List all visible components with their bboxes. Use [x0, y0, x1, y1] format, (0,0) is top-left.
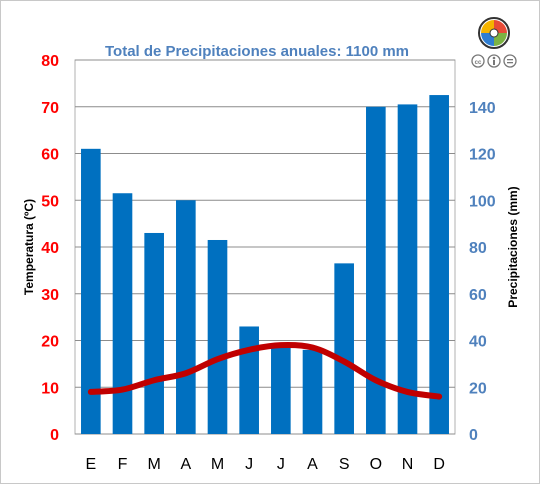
- month-label: S: [339, 456, 350, 473]
- right-tick-label: 60: [469, 287, 487, 304]
- left-tick-label: 20: [41, 334, 59, 351]
- precipitation-bar: [176, 200, 196, 434]
- precipitation-bar: [397, 104, 418, 434]
- month-label: A: [307, 456, 318, 473]
- right-tick-label: 20: [469, 380, 487, 397]
- left-axis-ticks: 0 10 20 30 40 50 60 70 80: [41, 53, 59, 444]
- left-tick-label: 40: [41, 240, 59, 257]
- precipitation-bar: [302, 349, 323, 434]
- month-label: J: [277, 456, 285, 473]
- precipitation-bar: [144, 232, 164, 434]
- left-tick-label: 0: [50, 427, 59, 444]
- month-label: A: [180, 456, 191, 473]
- right-axis-title: Precipitaciones (mm): [506, 186, 520, 307]
- right-tick-label: 40: [469, 334, 487, 351]
- right-axis-ticks: 0 20 40 60 80 100 120 140: [469, 100, 496, 444]
- right-tick-label: 0: [469, 427, 478, 444]
- precipitation-bars: [81, 95, 449, 434]
- left-axis-title: Temperatura (ºC): [22, 199, 36, 295]
- creative-commons-by-nd-icon: cc: [471, 54, 517, 68]
- month-label: M: [148, 456, 161, 473]
- month-label: J: [245, 456, 253, 473]
- precipitation-bar: [112, 193, 133, 434]
- precipitation-bar: [271, 347, 291, 434]
- month-label: F: [118, 456, 128, 473]
- left-tick-label: 50: [41, 193, 59, 210]
- gridlines: [75, 59, 455, 435]
- month-label: N: [402, 456, 414, 473]
- month-label: M: [211, 456, 224, 473]
- precipitation-bar: [239, 326, 259, 434]
- precipitation-bar: [81, 148, 101, 434]
- left-tick-label: 70: [41, 100, 59, 117]
- puzzle-logo-icon: [478, 17, 510, 49]
- precipitation-bar: [366, 106, 386, 434]
- left-tick-label: 60: [41, 147, 59, 164]
- right-tick-label: 120: [469, 147, 496, 164]
- svg-text:cc: cc: [475, 60, 482, 66]
- right-tick-label: 100: [469, 193, 496, 210]
- left-tick-label: 80: [41, 53, 59, 70]
- right-tick-label: 80: [469, 240, 487, 257]
- month-label: D: [433, 456, 445, 473]
- left-tick-label: 10: [41, 380, 59, 397]
- left-tick-label: 30: [41, 287, 59, 304]
- precipitation-bar: [207, 239, 228, 434]
- chart-title: Total de Precipitaciones anuales: 1100 m…: [105, 43, 409, 60]
- month-label: O: [370, 456, 382, 473]
- precipitation-bar: [429, 95, 449, 434]
- month-label: E: [85, 456, 96, 473]
- precipitation-bar: [334, 263, 354, 434]
- temperature-line: [87, 341, 443, 400]
- right-tick-label: 140: [469, 100, 496, 117]
